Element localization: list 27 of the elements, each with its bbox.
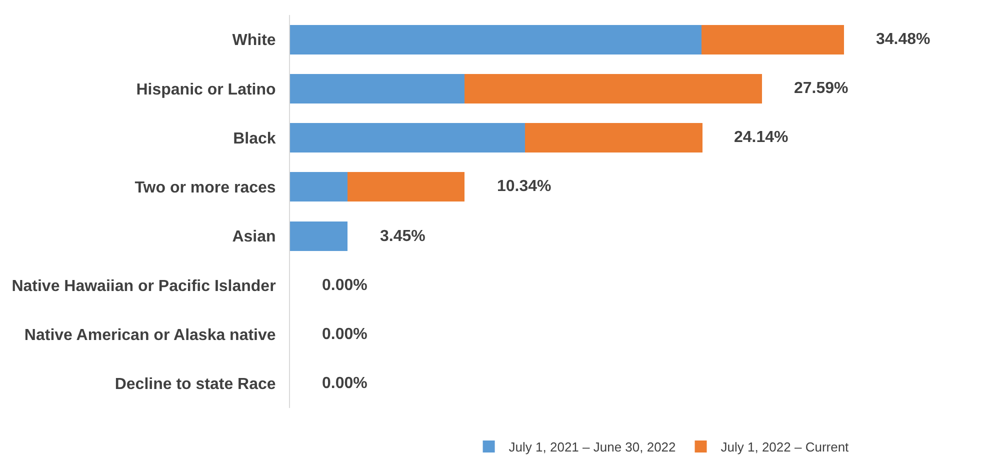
bar	[348, 172, 465, 202]
bar	[290, 172, 348, 202]
y-tick-label: Decline to state Race	[114, 376, 276, 394]
annotation: 0.00%	[322, 326, 368, 343]
bar	[702, 24, 844, 54]
y-tick-label: Asian	[232, 228, 276, 246]
bar	[290, 74, 465, 104]
y-tick-label: Black	[233, 130, 276, 148]
y-tick-label: Native American or Alaska native	[24, 326, 276, 344]
bar	[290, 24, 702, 54]
annotation: 0.00%	[322, 277, 368, 294]
y-tick-label: Two or more races	[134, 180, 276, 197]
annotation: 3.45%	[380, 228, 426, 245]
annotation: 24.14%	[734, 129, 788, 146]
annotation: 0.00%	[322, 375, 368, 392]
annotation: 10.34%	[497, 178, 552, 195]
y-tick-label: White	[232, 32, 276, 50]
bar	[290, 221, 348, 251]
legend-label: July 1, 2022 – Current	[720, 440, 850, 455]
bar	[464, 74, 762, 104]
bar	[524, 123, 702, 153]
y-tick-label: Native Hawaiian or Pacific Islander	[12, 278, 276, 295]
annotation: 34.48%	[876, 31, 930, 48]
legend-label: July 1, 2021 – June 30, 2022	[508, 440, 676, 455]
bar	[290, 123, 525, 153]
y-tick-label: Hispanic or Latino	[136, 81, 276, 98]
annotation: 27.59%	[794, 80, 848, 97]
